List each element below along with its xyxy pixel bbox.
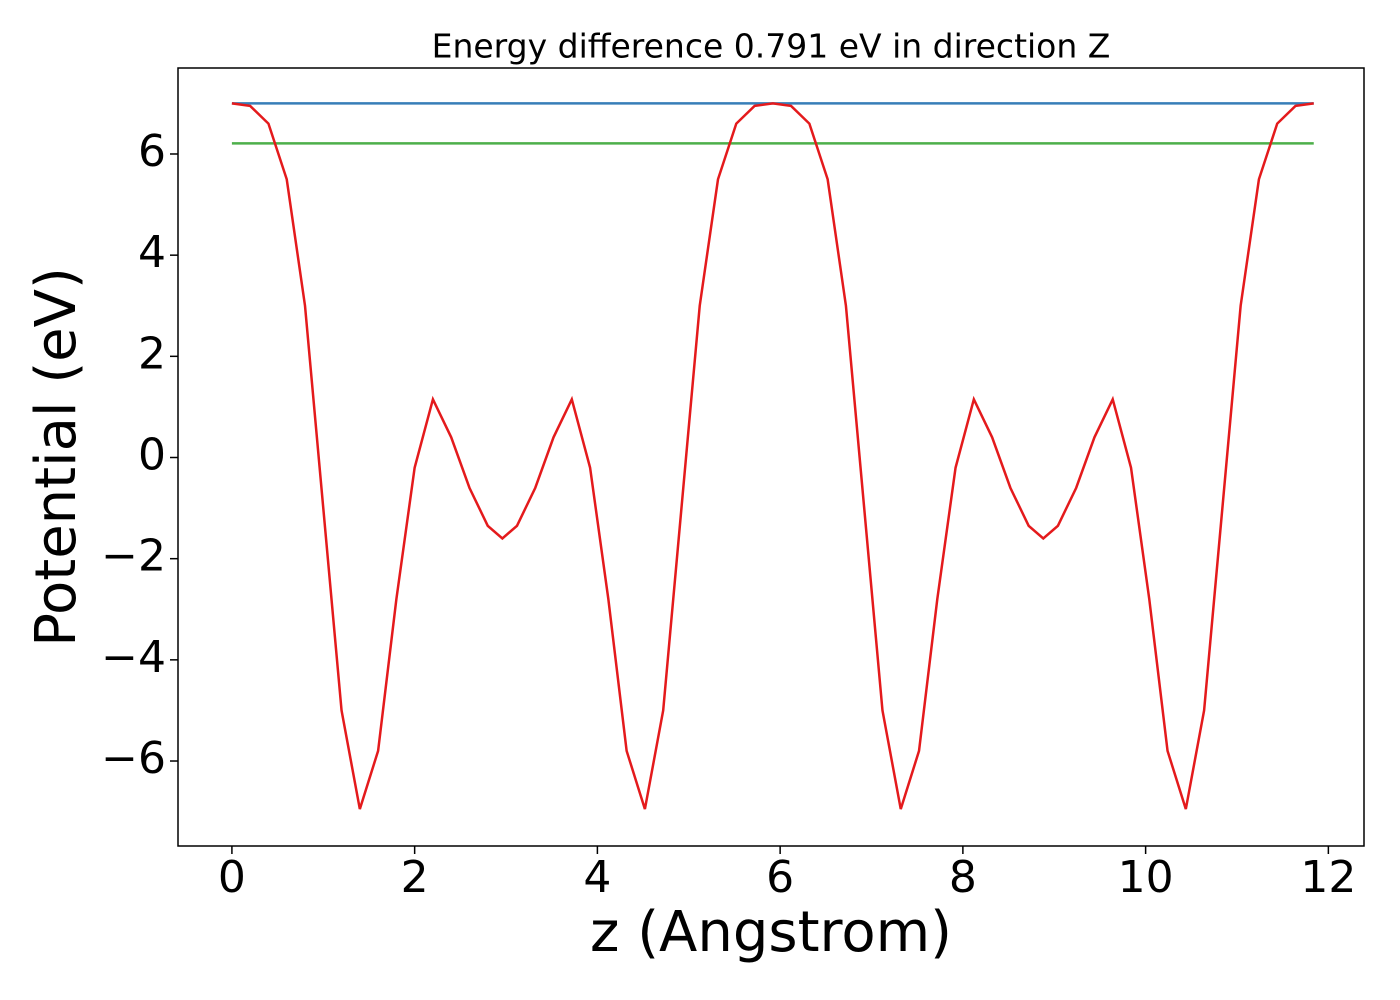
y-tick-label: 6 xyxy=(138,126,166,177)
plot-frame xyxy=(177,67,1365,847)
x-axis-label: z (Angstrom) xyxy=(590,900,952,965)
y-tick-label: −2 xyxy=(101,531,166,582)
chart-title: Energy difference 0.791 eV in direction … xyxy=(432,27,1111,66)
x-tick-label: 12 xyxy=(1300,852,1356,903)
x-tick-label: 0 xyxy=(218,852,246,903)
x-tick-label: 6 xyxy=(766,852,794,903)
y-tick-label: −4 xyxy=(101,632,166,683)
x-tick-label: 2 xyxy=(401,852,429,903)
y-tick-label: 4 xyxy=(138,227,166,278)
y-axis-label: Potential (eV) xyxy=(24,267,89,647)
x-tick-label: 10 xyxy=(1118,852,1174,903)
y-tick-label: −6 xyxy=(101,733,166,784)
y-tick-label: 2 xyxy=(138,328,166,379)
y-tick-label: 0 xyxy=(138,430,166,481)
x-tick-label: 8 xyxy=(949,852,977,903)
x-tick-label: 4 xyxy=(583,852,611,903)
line-series xyxy=(231,102,1314,810)
